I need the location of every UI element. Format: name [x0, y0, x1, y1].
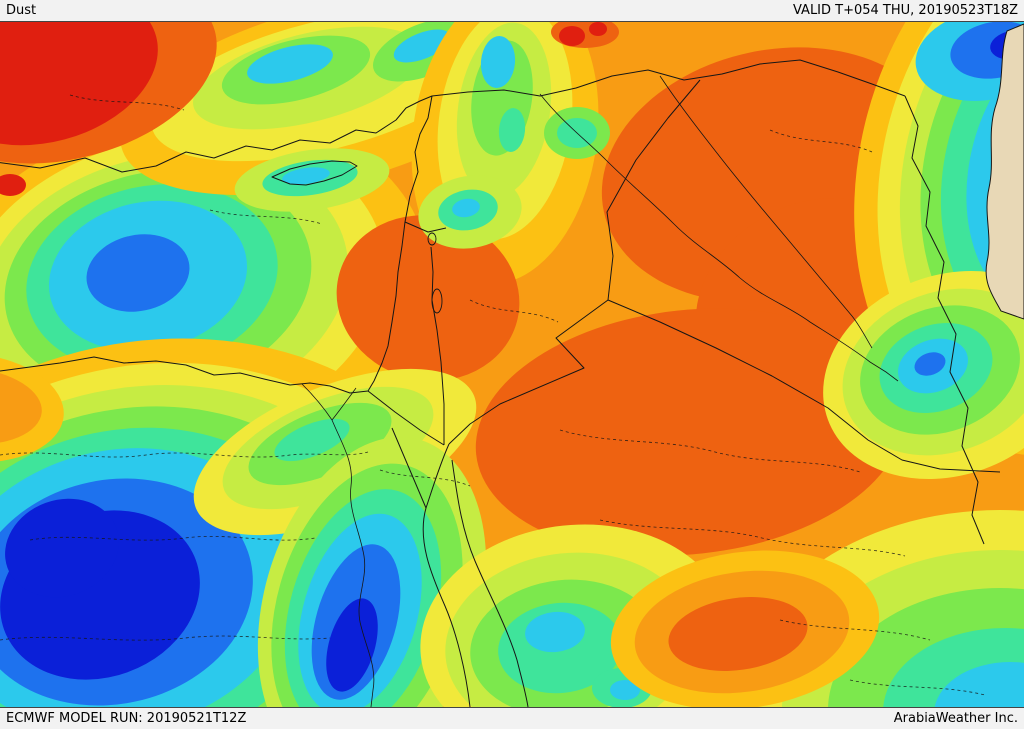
country-borders — [367, 59, 1001, 545]
euphrates-river — [539, 93, 899, 382]
dust-contours — [0, 22, 1024, 707]
admin-boundaries-dashed — [0, 94, 986, 696]
dead-sea — [431, 288, 443, 314]
no-data-region — [985, 23, 1024, 320]
red-sea-east-shore — [451, 459, 529, 707]
valid-time-label: VALID T+054 THU, 20190523T18Z — [792, 3, 1018, 18]
top-bar: Dust VALID T+054 THU, 20190523T18Z — [0, 0, 1024, 22]
model-run-label: ECMWF MODEL RUN: 20190521T12Z — [6, 711, 247, 726]
sea-of-galilee — [427, 232, 437, 246]
cyprus-outline — [271, 160, 358, 186]
dust-forecast-map — [0, 22, 1024, 707]
red-sea-west-shore — [422, 507, 471, 707]
rivers — [301, 75, 899, 707]
bottom-bar: ECMWF MODEL RUN: 20190521T12Z ArabiaWeat… — [0, 707, 1024, 729]
sinai-gulfs — [391, 427, 450, 509]
nile-river — [301, 383, 375, 707]
brand-label: ArabiaWeather Inc. — [893, 711, 1018, 726]
tigris-river — [659, 75, 873, 349]
map-layer-title: Dust — [6, 3, 37, 18]
lakes — [427, 232, 443, 314]
